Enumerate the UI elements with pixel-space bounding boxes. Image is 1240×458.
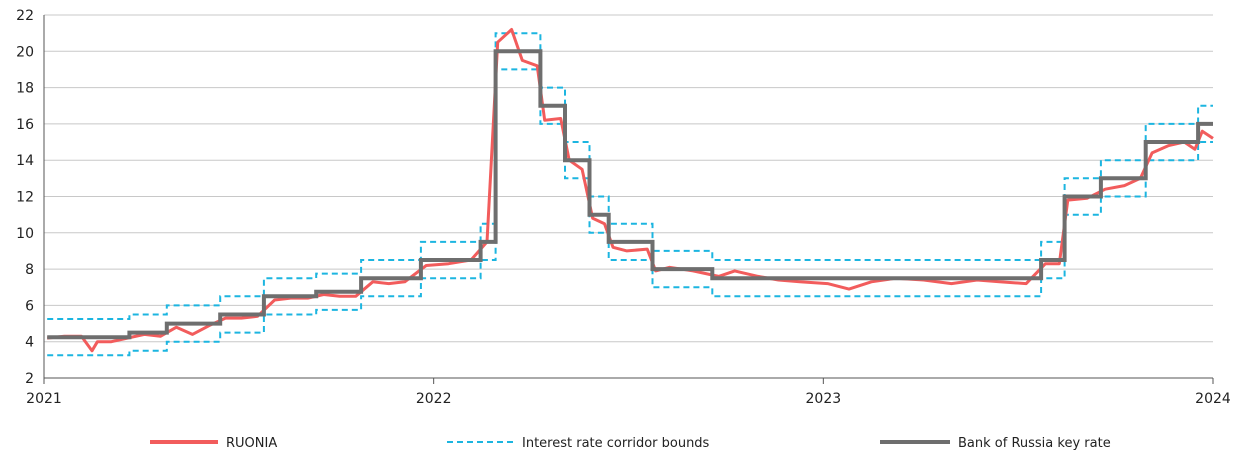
- legend-label: RUONIA: [226, 436, 277, 451]
- y-tick-label: 10: [16, 226, 34, 242]
- y-tick-label: 14: [16, 153, 34, 169]
- x-tick-label: 2024: [1195, 391, 1231, 407]
- y-tick-label: 2: [25, 371, 34, 387]
- x-tick-label: 2023: [806, 391, 842, 407]
- legend-label: Interest rate corridor bounds: [522, 436, 710, 451]
- x-tick-labels: 2021 2022 2023 2024: [26, 391, 1231, 407]
- series-group: [47, 28, 1214, 357]
- legend: RUONIA Interest rate corridor bounds Bank …: [150, 436, 1111, 451]
- y-tick-label: 20: [16, 44, 34, 60]
- y-tick-label: 18: [16, 81, 34, 97]
- y-tick-label: 8: [25, 262, 34, 278]
- corridor-upper-line: [47, 32, 1213, 320]
- y-tick-labels: 2 4 6 8 10 12 14 16 18 20 22: [16, 8, 34, 387]
- x-tick-label: 2022: [416, 391, 452, 407]
- y-tick-label: 6: [25, 298, 34, 314]
- axes: [43, 15, 1214, 384]
- y-tick-label: 12: [16, 190, 34, 206]
- y-tick-label: 16: [16, 117, 34, 133]
- y-tick-label: 4: [25, 335, 34, 351]
- corridor-lower-line: [47, 68, 1213, 357]
- gridlines: [44, 14, 1213, 379]
- x-tick-label: 2021: [26, 391, 62, 407]
- key-rate-line: [47, 49, 1213, 340]
- ruonia-line: [47, 28, 1214, 353]
- y-tick-label: 22: [16, 8, 34, 24]
- legend-label: Bank of Russia key rate: [958, 436, 1111, 451]
